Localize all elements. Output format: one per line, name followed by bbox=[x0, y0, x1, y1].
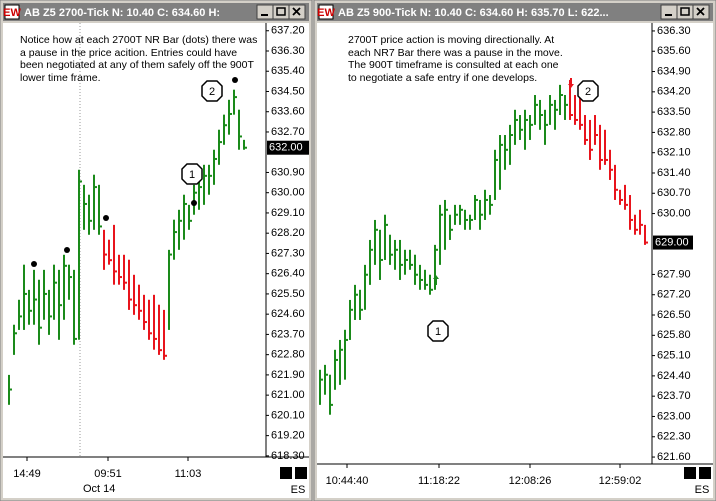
last-price-label: 632.00 bbox=[269, 142, 303, 154]
symbol-label: ES bbox=[695, 484, 710, 496]
chart-area bbox=[3, 23, 309, 498]
close-glyph bbox=[292, 7, 301, 16]
y-tick-label: 636.30 bbox=[657, 25, 691, 37]
window-icon bbox=[4, 4, 20, 20]
y-tick-label: 622.30 bbox=[657, 431, 691, 443]
callout-octagon bbox=[201, 80, 223, 102]
y-tick-label: 630.90 bbox=[271, 166, 305, 178]
y-tick-label: 635.40 bbox=[271, 65, 305, 77]
nr-dot bbox=[232, 77, 238, 83]
y-tick-label: 621.60 bbox=[657, 451, 691, 463]
window-button bbox=[272, 4, 290, 20]
y-tick-label: 627.90 bbox=[657, 268, 691, 280]
close-glyph bbox=[696, 7, 705, 16]
y-tick-label: 623.70 bbox=[271, 328, 305, 340]
callout-octagon bbox=[181, 163, 203, 185]
nr-dot bbox=[64, 247, 70, 253]
callout-octagon bbox=[427, 320, 449, 342]
y-tick-label: 623.70 bbox=[657, 390, 691, 402]
y-tick-label: 629.10 bbox=[271, 207, 305, 219]
callout-octagon bbox=[577, 80, 599, 102]
last-price-box bbox=[267, 140, 309, 155]
y-tick-label: 633.60 bbox=[271, 106, 305, 118]
y-tick-label: 631.40 bbox=[657, 167, 691, 179]
y-tick-label: 637.20 bbox=[271, 25, 305, 37]
y-tick-label: 620.10 bbox=[271, 409, 305, 421]
y-tick-label: 636.30 bbox=[271, 45, 305, 57]
icon-glyph: EW bbox=[3, 7, 21, 19]
callout-label: 1 bbox=[189, 169, 195, 181]
y-tick-label: 626.50 bbox=[657, 309, 691, 321]
last-price-box bbox=[653, 235, 693, 250]
icon-glyph: EW bbox=[317, 7, 335, 19]
symbol-label: ES bbox=[291, 484, 306, 496]
arrow-head bbox=[568, 84, 574, 88]
y-tick-label: 632.70 bbox=[271, 126, 305, 138]
y-tick-label: 634.90 bbox=[657, 65, 691, 77]
y-tick-label: 625.50 bbox=[271, 288, 305, 300]
title-bar bbox=[3, 3, 309, 21]
y-tick-label: 635.60 bbox=[657, 45, 691, 57]
callout-label: 1 bbox=[435, 326, 441, 338]
y-tick-label: 624.40 bbox=[657, 370, 691, 382]
y-tick-label: 628.20 bbox=[271, 227, 305, 239]
date-label: Oct 14 bbox=[83, 483, 115, 495]
y-tick-label: 625.80 bbox=[657, 329, 691, 341]
y-tick-label: 623.00 bbox=[657, 410, 691, 422]
scroll-square bbox=[295, 467, 307, 479]
window-button bbox=[256, 4, 274, 20]
y-tick-label: 634.50 bbox=[271, 85, 305, 97]
annotation: Notice how at each 2700T NR Bar (dots) t… bbox=[20, 34, 258, 84]
x-tick-label: 10:44:40 bbox=[326, 475, 369, 487]
y-tick-label: 625.10 bbox=[657, 350, 691, 362]
x-tick-label: 09:51 bbox=[94, 468, 122, 480]
y-tick-label: 621.00 bbox=[271, 389, 305, 401]
callout-label: 2 bbox=[585, 86, 591, 98]
y-tick-label: 630.00 bbox=[657, 207, 691, 219]
y-tick-label: 626.40 bbox=[271, 268, 305, 280]
annotation: 2700T price action is moving directional… bbox=[348, 34, 563, 84]
maximize-glyph bbox=[680, 7, 690, 16]
y-tick-label: 622.80 bbox=[271, 349, 305, 361]
y-tick-label: 634.20 bbox=[657, 86, 691, 98]
y-tick-label: 632.10 bbox=[657, 147, 691, 159]
x-tick-label: 11:03 bbox=[175, 468, 202, 480]
y-tick-label: 630.00 bbox=[271, 187, 305, 199]
scroll-square bbox=[280, 467, 292, 479]
title-bar bbox=[317, 3, 713, 21]
x-tick-label: 14:49 bbox=[13, 468, 41, 480]
x-tick-label: 12:08:26 bbox=[509, 475, 552, 487]
y-tick-label: 632.80 bbox=[657, 126, 691, 138]
y-tick-label: 627.30 bbox=[271, 247, 305, 259]
y-tick-label: 630.70 bbox=[657, 187, 691, 199]
window-button bbox=[676, 4, 694, 20]
nr-dot bbox=[103, 215, 109, 221]
scroll-square bbox=[684, 467, 696, 479]
y-tick-label: 621.90 bbox=[271, 369, 305, 381]
window-title: AB Z5 2700-Tick N: 10.40 C: 634.60 H: bbox=[24, 7, 220, 19]
y-tick-label: 619.20 bbox=[271, 430, 305, 442]
nr-dot bbox=[31, 261, 37, 267]
last-price-label: 629.00 bbox=[655, 236, 689, 248]
window-icon bbox=[318, 4, 334, 20]
maximize-glyph bbox=[276, 7, 286, 16]
arrow-head bbox=[433, 275, 439, 279]
y-tick-label: 618.30 bbox=[271, 450, 305, 462]
x-tick-label: 11:18:22 bbox=[418, 475, 460, 487]
chart-area bbox=[317, 23, 713, 498]
y-tick-label: 624.60 bbox=[271, 308, 305, 320]
window-button bbox=[660, 4, 678, 20]
y-tick-label: 633.50 bbox=[657, 106, 691, 118]
x-tick-label: 12:59:02 bbox=[599, 475, 642, 487]
y-tick-label: 627.20 bbox=[657, 289, 691, 301]
window-title: AB Z5 900-Tick N: 10.40 C: 634.60 H: 635… bbox=[338, 7, 609, 19]
scroll-square bbox=[699, 467, 711, 479]
callout-label: 2 bbox=[209, 86, 215, 98]
nr-dot bbox=[191, 200, 197, 206]
